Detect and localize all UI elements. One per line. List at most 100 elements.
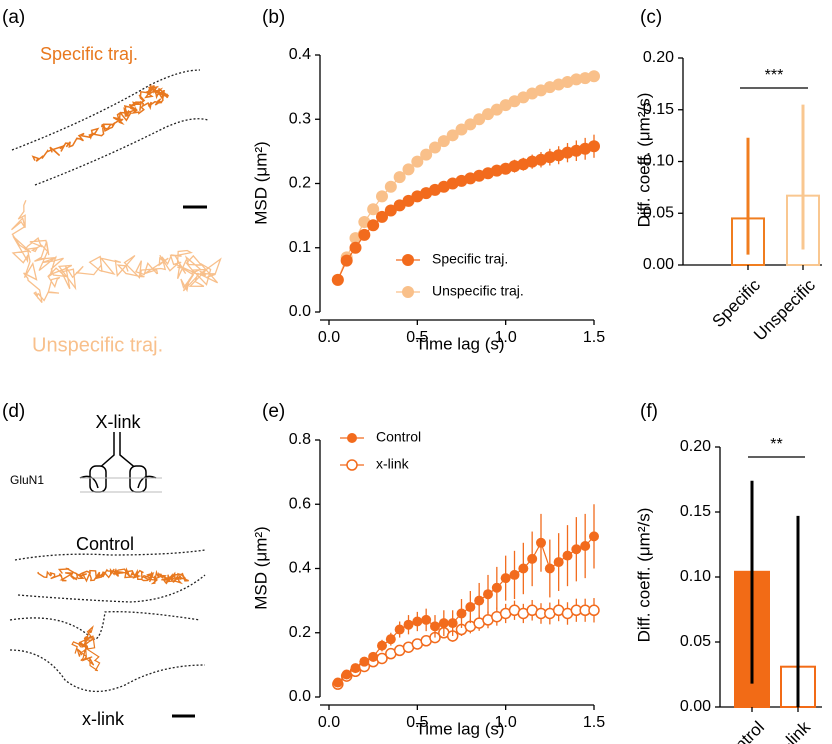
data-point: [588, 140, 600, 153]
legend-marker: [402, 286, 414, 298]
data-point: [491, 582, 502, 593]
condition-label: Control: [76, 534, 134, 554]
x-tick-label: 0.0: [318, 329, 340, 346]
data-point: [483, 589, 493, 600]
significance-label: ***: [765, 67, 784, 84]
y-tick-label: 0.0: [289, 303, 311, 320]
antibody-icon: [79, 432, 157, 493]
y-tick-label: 0.00: [643, 256, 674, 273]
y-tick-label: 0.20: [643, 49, 674, 66]
panel-label: (f): [640, 401, 658, 422]
data-point: [340, 254, 353, 267]
x-tick-label: Control: [716, 718, 768, 744]
trajectory: [31, 83, 170, 162]
data-point: [411, 155, 424, 168]
data-point: [412, 616, 423, 627]
panel-label: (a): [2, 7, 25, 28]
data-point: [562, 550, 573, 561]
data-point: [588, 70, 600, 83]
x-axis-label: Time lag (s): [415, 719, 504, 738]
dendrite-outline: [11, 69, 209, 186]
legend-label: Specific traj.: [432, 251, 508, 267]
legend-label: Unspecific traj.: [432, 283, 524, 299]
data-point: [446, 129, 459, 142]
data-point: [588, 604, 600, 617]
x-tick-label: 0.5: [406, 329, 428, 346]
data-point: [393, 199, 406, 212]
x-tick-label: Specific: [708, 275, 764, 331]
data-point: [420, 148, 433, 161]
y-tick-label: 0.4: [289, 560, 311, 577]
data-point: [536, 537, 546, 548]
data-point: [589, 531, 599, 542]
data-point: [580, 541, 591, 552]
y-tick-label: 0.3: [289, 110, 311, 127]
data-point: [331, 273, 344, 286]
data-point: [332, 677, 343, 688]
data-point: [393, 171, 406, 184]
x-axis-label: Time lag (s): [415, 334, 504, 353]
data-point: [430, 621, 440, 632]
data-point: [509, 569, 520, 580]
x-tick-label: 1.0: [495, 714, 517, 731]
data-point: [377, 640, 387, 651]
data-point: [482, 108, 494, 121]
y-tick-label: 0.1: [289, 239, 311, 256]
data-point: [455, 123, 468, 136]
data-point: [500, 573, 511, 584]
membrane: [80, 477, 162, 493]
data-point: [367, 203, 380, 216]
data-point: [376, 190, 388, 203]
y-tick-label: 0.2: [289, 175, 311, 192]
dendrite-outline: [9, 549, 206, 693]
y-tick-label: 0.6: [289, 495, 311, 512]
data-point: [359, 656, 370, 667]
y-tick-label: 0.05: [643, 204, 674, 221]
data-point: [527, 553, 538, 564]
y-axis-label: Diff. coeff. (μm²/s): [634, 93, 653, 228]
condition-label: x-link: [82, 709, 125, 729]
x-tick-label: 1.0: [495, 329, 517, 346]
y-tick-label: 0.4: [289, 46, 311, 63]
legend-marker: [402, 254, 414, 266]
data-point: [384, 204, 397, 217]
data-point: [518, 563, 529, 574]
y-tick-label: 0.10: [643, 153, 674, 170]
data-point: [473, 113, 486, 126]
y-axis-label: MSD (μm²): [251, 141, 270, 224]
data-point: [421, 614, 432, 625]
y-tick-label: 0.05: [680, 633, 711, 650]
x-tick-label: 1.5: [583, 329, 605, 346]
data-point: [349, 241, 362, 254]
data-point: [429, 141, 441, 154]
trajectory: [11, 199, 222, 304]
data-point: [385, 634, 396, 645]
data-point: [341, 669, 352, 680]
trajectory-label: Specific traj.: [40, 44, 138, 64]
data-point: [368, 651, 379, 662]
data-point: [376, 210, 388, 223]
panel-label: (b): [262, 7, 285, 28]
data-point: [570, 73, 583, 86]
data-point: [350, 663, 361, 674]
significance-label: **: [770, 436, 782, 453]
y-tick-label: 0.0: [289, 688, 311, 705]
y-axis-label: Diff. coeff. (μm²/s): [634, 508, 653, 643]
y-tick-label: 0.15: [643, 101, 674, 118]
panel-label: (c): [640, 7, 662, 28]
data-point: [438, 618, 449, 629]
y-tick-label: 0.00: [680, 698, 711, 715]
data-point: [571, 544, 582, 555]
data-point: [437, 135, 450, 148]
receptor-label: GluN1: [10, 473, 44, 487]
trajectory-label: Unspecific traj.: [32, 334, 163, 356]
data-point: [402, 163, 415, 176]
x-tick-label: 0.5: [406, 714, 428, 731]
antibody-label: X-link: [95, 412, 141, 432]
x-tick-label: 1.5: [583, 714, 605, 731]
x-tick-label: 0.0: [318, 714, 340, 731]
legend-marker: [347, 433, 357, 443]
y-tick-label: 0.15: [680, 503, 711, 520]
data-point: [544, 563, 555, 574]
